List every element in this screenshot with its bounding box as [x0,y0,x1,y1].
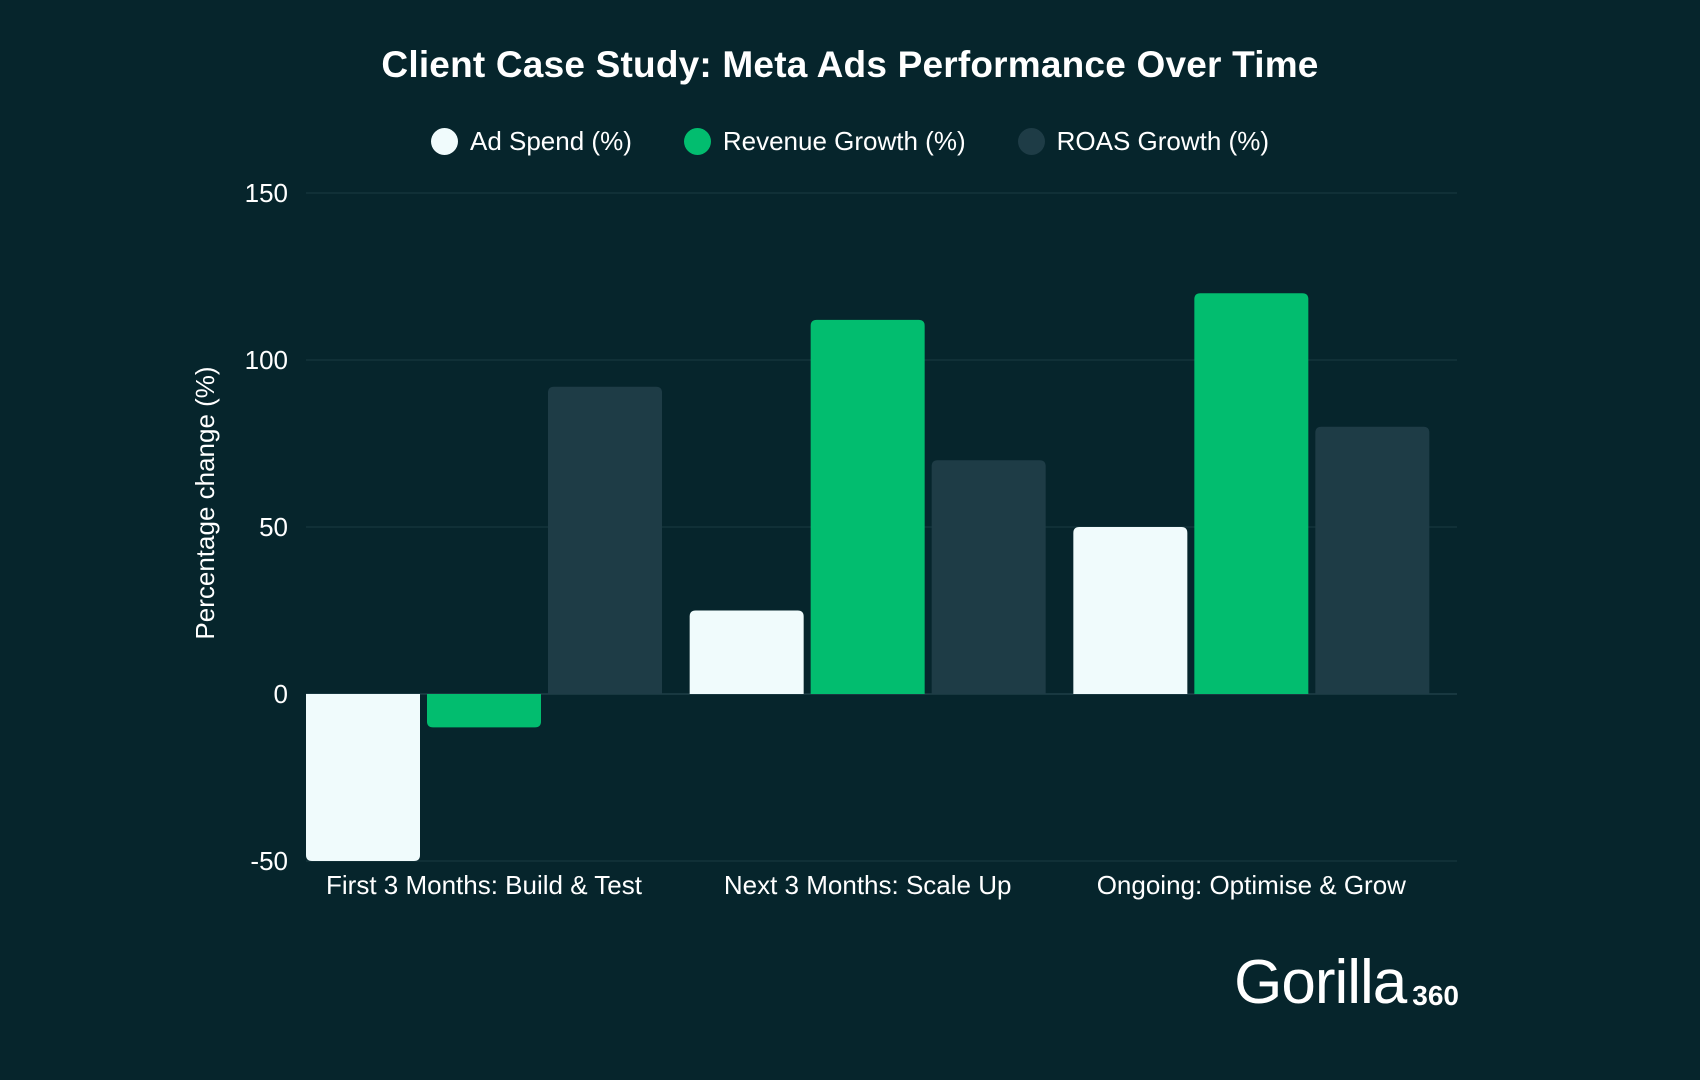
bar-1-2 [931,460,1046,694]
gorilla360-logo: Gorilla 360 [1234,952,1459,1014]
bar-1-1 [810,319,925,694]
legend-item-ad-spend: Ad Spend (%) [430,126,632,157]
legend-label-revenue-growth: Revenue Growth (%) [722,126,966,156]
y-axis-label: Percentage change (%) [190,366,220,639]
chart-title: Client Case Study: Meta Ads Performance … [381,44,1319,85]
legend-item-revenue-growth: Revenue Growth (%) [683,126,966,157]
y-tick-label: -50 [250,846,288,876]
logo-number: 360 [1412,980,1459,1011]
legend-swatch-roas-growth [1017,128,1045,155]
x-tick-label: First 3 Months: Build & Test [326,870,643,900]
bar-2-1 [1194,293,1309,694]
bar-0-1 [427,694,541,728]
bar-0-2 [548,386,662,694]
chart-legend: Ad Spend (%) Revenue Growth (%) ROAS Gro… [0,126,1700,157]
legend-label-roas-growth: ROAS Growth (%) [1056,126,1269,156]
y-tick-label: 50 [259,512,288,542]
x-tick-label: Ongoing: Optimise & Grow [1097,870,1406,900]
y-tick-label: 150 [245,178,288,208]
legend-item-roas-growth: ROAS Growth (%) [1017,126,1269,157]
y-tick-label: 0 [274,679,288,709]
x-tick-label: Next 3 Months: Scale Up [724,870,1012,900]
legend-label-ad-spend: Ad Spend (%) [469,126,632,156]
bar-2-2 [1315,426,1430,694]
legend-swatch-revenue-growth [683,128,711,155]
bar-1-0 [689,610,804,694]
legend-swatch-ad-spend [430,128,458,155]
y-tick-label: 100 [245,345,288,375]
logo-wordmark: Gorilla [1234,948,1407,1017]
bar-0-0 [306,694,420,861]
bar-2-0 [1073,527,1188,694]
